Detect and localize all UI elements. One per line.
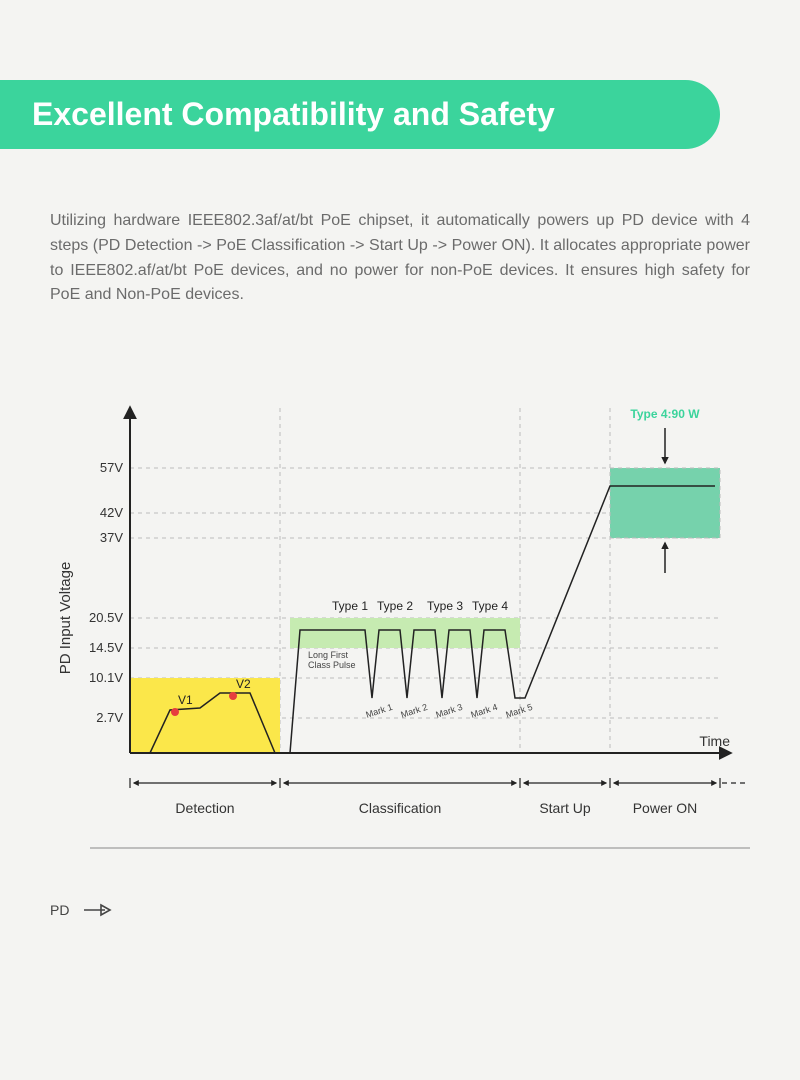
svg-text:57V: 57V	[100, 460, 123, 475]
svg-text:Type 2: Type 2	[377, 599, 413, 613]
svg-text:Detection: Detection	[175, 800, 234, 816]
svg-text:37V: 37V	[100, 530, 123, 545]
description-paragraph: Utilizing hardware IEEE802.3af/at/bt PoE…	[50, 209, 750, 308]
v1-marker	[171, 708, 179, 716]
phase-range-arrows	[130, 778, 748, 788]
phase-labels: Detection Classification Start Up Power …	[175, 800, 697, 816]
svg-text:Mark 4: Mark 4	[470, 702, 499, 720]
class-pulse-note: Long First Class Pulse	[308, 650, 356, 670]
svg-text:Mark 1: Mark 1	[365, 702, 394, 720]
arrow-right-icon	[83, 902, 113, 918]
svg-text:Power ON: Power ON	[633, 800, 698, 816]
classification-band	[290, 618, 520, 648]
y-tick-labels: 2.7V 10.1V 14.5V 20.5V 37V 42V 57V	[89, 460, 123, 725]
pd-row: PD	[50, 902, 113, 918]
type-labels: Type 1 Type 2 Type 3 Type 4	[332, 599, 508, 613]
v2-label: V2	[236, 677, 251, 691]
phase-dividers	[280, 408, 610, 753]
svg-text:Start Up: Start Up	[539, 800, 591, 816]
svg-text:Mark 2: Mark 2	[400, 702, 429, 720]
x-axis-label: Time	[699, 733, 730, 749]
mark-labels: Mark 1 Mark 2 Mark 3 Mark 4 Mark 5	[365, 702, 534, 720]
poweron-band	[610, 468, 720, 538]
svg-text:20.5V: 20.5V	[89, 610, 123, 625]
svg-text:Type 4: Type 4	[472, 599, 508, 613]
title-text: Excellent Compatibility and Safety	[32, 96, 555, 132]
svg-text:14.5V: 14.5V	[89, 640, 123, 655]
poweron-note: Type 4:90 W	[630, 407, 700, 421]
svg-text:10.1V: 10.1V	[89, 670, 123, 685]
svg-text:Classification: Classification	[359, 800, 441, 816]
v1-label: V1	[178, 693, 193, 707]
svg-text:Mark 5: Mark 5	[505, 702, 534, 720]
svg-text:Mark 3: Mark 3	[435, 702, 464, 720]
svg-text:Type 1: Type 1	[332, 599, 368, 613]
voltage-phase-chart: 2.7V 10.1V 14.5V 20.5V 37V 42V 57V PD In…	[50, 358, 750, 918]
svg-text:42V: 42V	[100, 505, 123, 520]
y-axis-label: PD Input Voltage	[57, 562, 74, 675]
pd-label: PD	[50, 902, 69, 918]
svg-text:Type 3: Type 3	[427, 599, 463, 613]
detection-band	[130, 678, 280, 753]
svg-text:2.7V: 2.7V	[96, 710, 123, 725]
title-banner: Excellent Compatibility and Safety	[0, 80, 720, 149]
v2-marker	[229, 692, 237, 700]
